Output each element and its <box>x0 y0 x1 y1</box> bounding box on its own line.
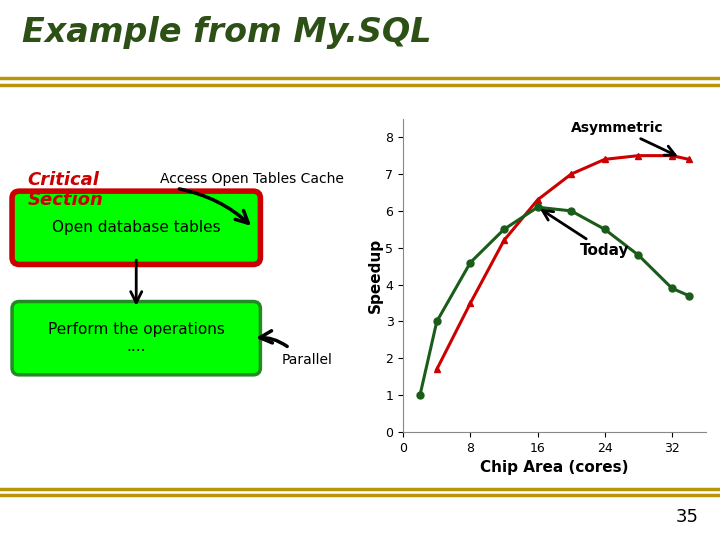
Text: Access Open Tables Cache: Access Open Tables Cache <box>161 172 344 186</box>
FancyBboxPatch shape <box>12 191 261 265</box>
Text: Example from My.SQL: Example from My.SQL <box>22 16 431 49</box>
Text: Critical
Section: Critical Section <box>27 171 103 210</box>
Text: 35: 35 <box>675 509 698 526</box>
Text: Open database tables: Open database tables <box>52 220 220 235</box>
X-axis label: Chip Area (cores): Chip Area (cores) <box>480 460 629 475</box>
Text: Parallel: Parallel <box>282 353 332 367</box>
Y-axis label: Speedup: Speedup <box>368 238 383 313</box>
Text: Asymmetric: Asymmetric <box>571 121 675 155</box>
Text: Today: Today <box>543 211 629 258</box>
FancyBboxPatch shape <box>12 301 261 375</box>
Text: Perform the operations
....: Perform the operations .... <box>48 322 225 354</box>
